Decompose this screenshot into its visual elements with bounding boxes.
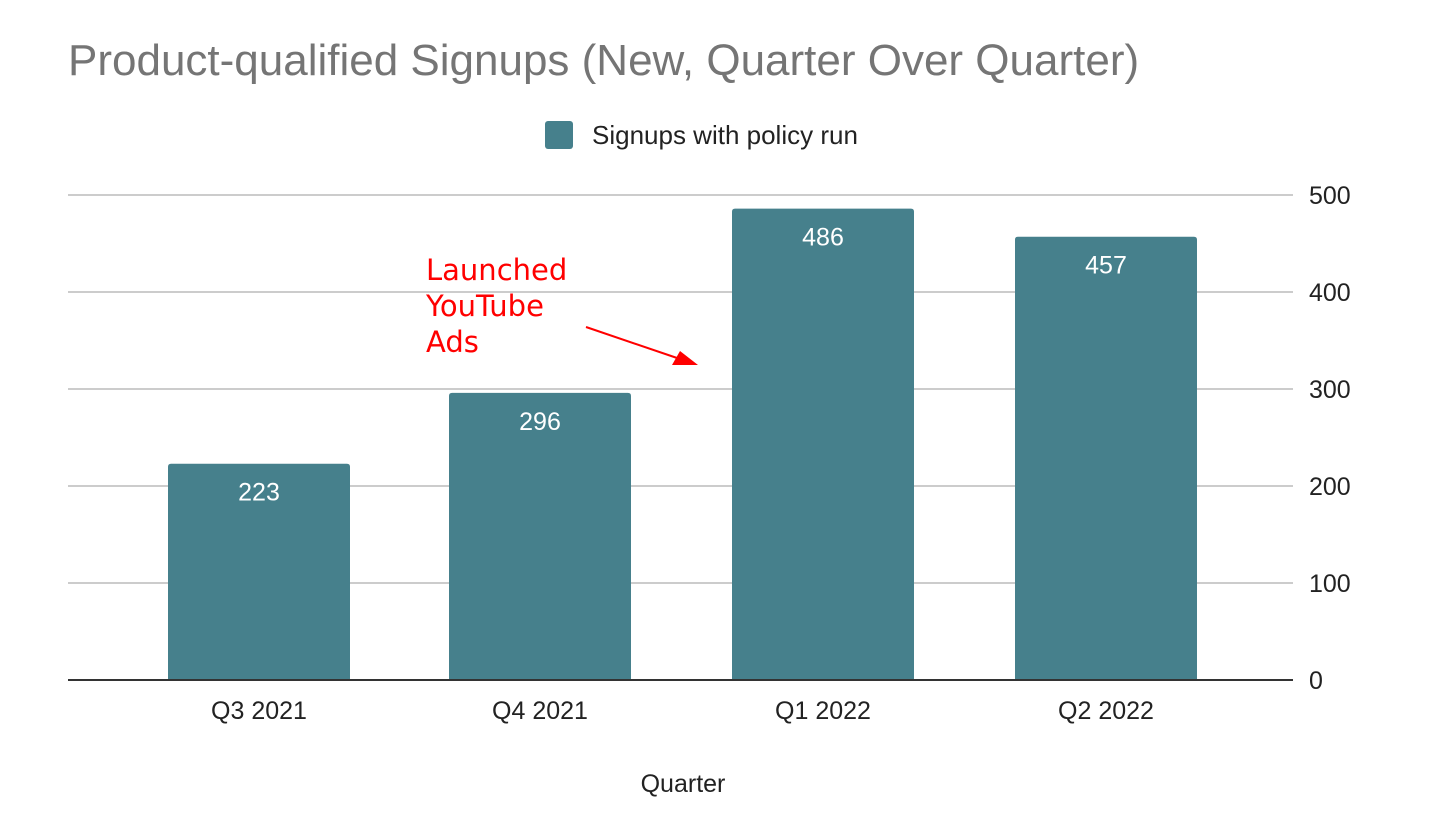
annotation-arrow: [585, 326, 698, 365]
x-axis-title: Quarter: [641, 770, 726, 798]
chart-title: Product-qualified Signups (New, Quarter …: [68, 36, 1140, 85]
bar: [1015, 236, 1197, 680]
legend-swatch: [545, 121, 573, 149]
x-tick-label: Q1 2022: [775, 697, 871, 725]
data-label: 296: [519, 408, 561, 436]
annotation-line: Ads: [426, 325, 479, 359]
annotation-line: Launched: [426, 253, 568, 287]
annotation-text: Launched YouTube Ads: [426, 252, 567, 360]
y-tick-label: 400: [1309, 279, 1351, 307]
bar: [449, 392, 631, 680]
y-tick-label: 500: [1309, 182, 1351, 210]
bars: [168, 208, 1197, 680]
y-tick-label: 100: [1309, 570, 1351, 598]
bar: [732, 208, 914, 680]
labels: 0 100 200 300 400 500 223 Q3 2021 296 Q4 2021 486 Q…: [211, 182, 1351, 798]
x-tick-label: Q2 2022: [1058, 697, 1154, 725]
y-tick-label: 300: [1309, 376, 1351, 404]
y-tick-label: 0: [1309, 667, 1323, 695]
data-label: 223: [238, 479, 280, 507]
data-label: 486: [802, 224, 844, 252]
x-tick-label: Q3 2021: [211, 697, 307, 725]
legend-label: Signups with policy run: [592, 119, 858, 150]
legend: Signups with policy run: [545, 120, 858, 150]
data-label: 457: [1085, 252, 1127, 280]
y-tick-label: 200: [1309, 473, 1351, 501]
annotation-line: YouTube: [426, 289, 544, 323]
bar: [168, 463, 350, 680]
x-tick-label: Q4 2021: [492, 697, 588, 725]
